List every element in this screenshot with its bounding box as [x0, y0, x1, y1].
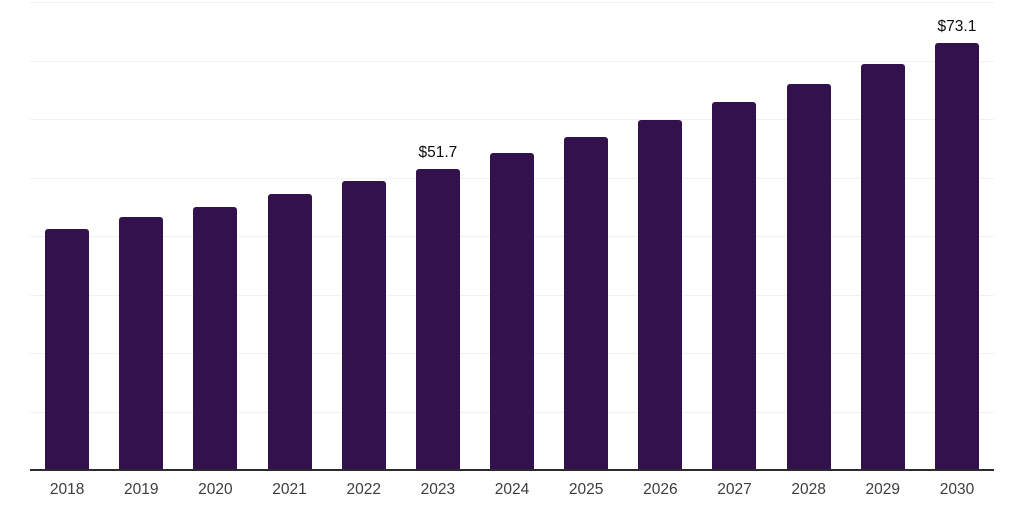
x-tick-label-2020: 2020	[198, 481, 233, 498]
gridline-60	[30, 119, 994, 120]
bar-slot-2024	[475, 0, 549, 471]
plot-area: $51.7 $73.1	[30, 0, 994, 471]
bar-2018	[45, 228, 90, 471]
x-tick-label-2024: 2024	[494, 481, 530, 498]
bar-2021	[267, 193, 312, 471]
x-tick-label-2028: 2028	[791, 481, 826, 498]
x-tick-label-2030: 2030	[939, 481, 975, 498]
bar-2025	[564, 136, 609, 471]
bar-slot-2030: $73.1	[920, 0, 994, 471]
x-tick-label-2018: 2018	[49, 481, 85, 498]
x-tick-label-2019: 2019	[123, 481, 159, 498]
x-axis-tick-labels: 2018 2019 2020 2021 2022 2023 2024 2025 2026 2027…	[30, 481, 994, 499]
bar-value-label-2023: $51.7	[418, 143, 458, 161]
bar-slot-2022	[327, 0, 401, 471]
x-tick-label-2025: 2025	[568, 481, 604, 498]
bar-2024	[490, 153, 535, 471]
x-tick-label-2026: 2026	[643, 481, 678, 498]
bar-slot-2019	[104, 0, 178, 471]
x-axis-line	[30, 469, 994, 471]
bar-slot-2018	[30, 0, 104, 471]
bar-slot-2020	[178, 0, 252, 471]
bar-2023	[415, 168, 460, 471]
gridline-80	[30, 2, 994, 3]
bar-2029	[860, 63, 905, 471]
bar-2019	[119, 217, 164, 471]
x-tick-label-2029: 2029	[865, 481, 901, 498]
bar-2026	[638, 120, 683, 471]
x-tick-label-2021: 2021	[272, 481, 307, 498]
bar-slot-2021	[252, 0, 326, 471]
bar-2022	[341, 181, 386, 471]
x-tick-label-2027: 2027	[717, 481, 752, 498]
gridline-70	[30, 60, 994, 62]
bar-slot-2023: $51.7	[401, 0, 475, 471]
bar-2020	[193, 207, 238, 471]
bar-2028	[786, 83, 831, 471]
bar-slot-2027	[697, 0, 771, 471]
bar-slot-2028	[772, 0, 846, 471]
bar-slot-2026	[623, 0, 697, 471]
bar-slot-2029	[846, 0, 920, 471]
bar-2027	[712, 102, 757, 471]
bar-slot-2025	[549, 0, 623, 471]
bar-2030	[934, 43, 979, 471]
x-tick-label-2022: 2022	[346, 481, 381, 498]
bar-series: $51.7 $73.1	[30, 0, 994, 471]
x-tick-label-2023: 2023	[420, 481, 456, 498]
bar-value-label-2030: $73.1	[937, 18, 977, 36]
